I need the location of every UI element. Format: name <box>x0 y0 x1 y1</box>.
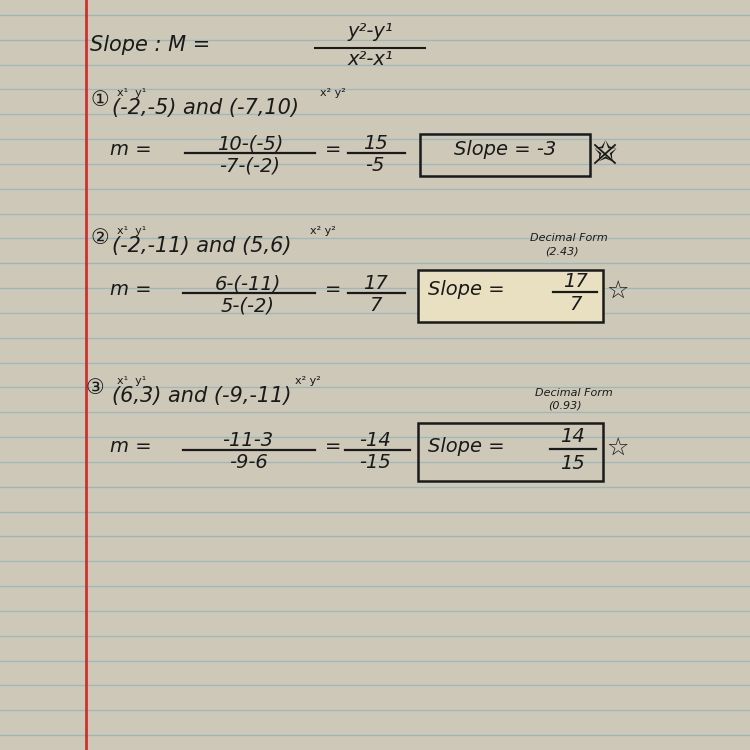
Text: x²-x¹: x²-x¹ <box>347 50 393 69</box>
Text: Decimal Form: Decimal Form <box>530 233 608 243</box>
Text: 10-(-5): 10-(-5) <box>217 134 284 153</box>
Text: (-2,-5) and (-7,10): (-2,-5) and (-7,10) <box>112 98 299 118</box>
Text: 6-(-11): 6-(-11) <box>214 274 281 293</box>
Text: ②: ② <box>90 228 109 248</box>
Text: (0.93): (0.93) <box>548 401 582 411</box>
Text: m =: m = <box>110 437 152 456</box>
Text: ☆: ☆ <box>607 280 629 304</box>
Text: (-2,-11) and (5,6): (-2,-11) and (5,6) <box>112 236 292 256</box>
Text: m =: m = <box>110 140 152 159</box>
Text: -15: -15 <box>359 453 391 472</box>
Text: 17: 17 <box>562 272 587 291</box>
Text: ③: ③ <box>85 378 104 398</box>
Text: =: = <box>325 437 341 456</box>
Text: (2.43): (2.43) <box>545 246 579 256</box>
Text: =: = <box>325 280 341 299</box>
Text: 7: 7 <box>369 296 381 315</box>
Text: -11-3: -11-3 <box>223 431 274 450</box>
Text: 7: 7 <box>568 295 581 314</box>
Text: -14: -14 <box>359 431 391 450</box>
Text: y²-y¹: y²-y¹ <box>347 22 393 41</box>
Text: x¹  y¹: x¹ y¹ <box>117 376 146 386</box>
Text: x² y²: x² y² <box>320 88 346 98</box>
Text: -9-6: -9-6 <box>229 453 267 472</box>
Text: x¹  y¹: x¹ y¹ <box>117 226 146 236</box>
Text: ☆: ☆ <box>607 437 629 461</box>
Text: 15: 15 <box>363 134 387 153</box>
Text: Slope =: Slope = <box>428 437 505 456</box>
Text: 17: 17 <box>363 274 387 293</box>
Bar <box>420 134 590 176</box>
Text: m =: m = <box>110 280 152 299</box>
Text: -5: -5 <box>365 156 385 175</box>
Text: x² y²: x² y² <box>310 226 336 236</box>
Text: -7-(-2): -7-(-2) <box>220 156 280 175</box>
Bar <box>418 423 603 481</box>
Text: x¹  y¹: x¹ y¹ <box>117 88 146 98</box>
Text: ①: ① <box>90 90 109 110</box>
Bar <box>418 270 603 322</box>
Text: Decimal Form: Decimal Form <box>535 388 613 398</box>
Text: =: = <box>325 140 341 159</box>
Text: x² y²: x² y² <box>295 376 321 386</box>
Text: ✩: ✩ <box>593 140 616 168</box>
Text: 15: 15 <box>560 454 584 473</box>
Text: Slope = -3: Slope = -3 <box>454 140 556 159</box>
Text: 14: 14 <box>560 427 584 446</box>
Text: Slope =: Slope = <box>428 280 505 299</box>
Text: (6,3) and (-9,-11): (6,3) and (-9,-11) <box>112 386 292 406</box>
Text: 5-(-2): 5-(-2) <box>221 296 275 315</box>
Text: Slope : M =: Slope : M = <box>90 35 210 55</box>
